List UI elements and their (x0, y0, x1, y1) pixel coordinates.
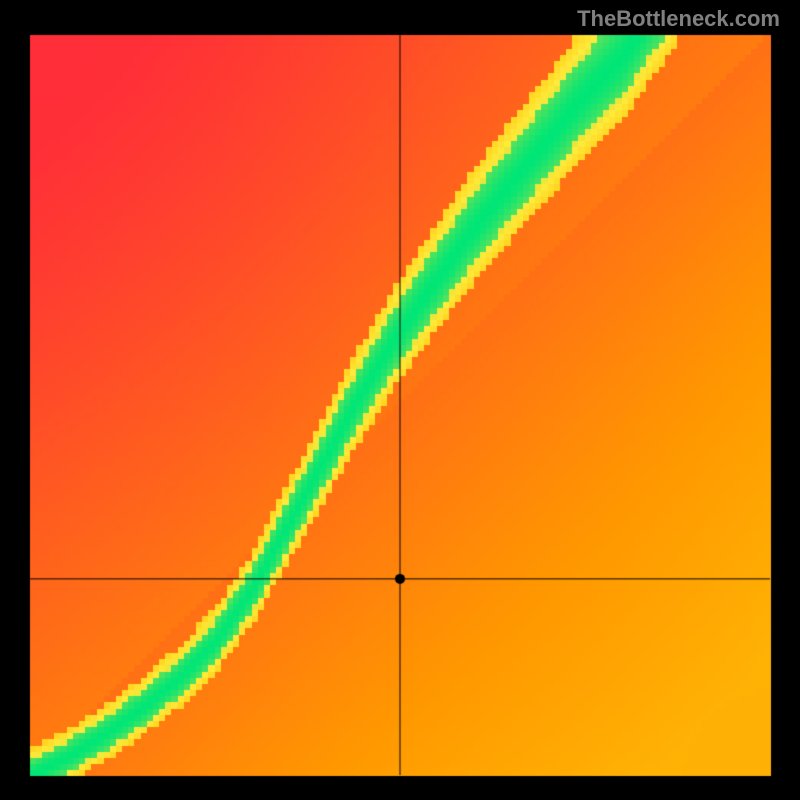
watermark-text: TheBottleneck.com (577, 6, 780, 32)
chart-container: TheBottleneck.com (0, 0, 800, 800)
crosshair-overlay (0, 0, 800, 800)
